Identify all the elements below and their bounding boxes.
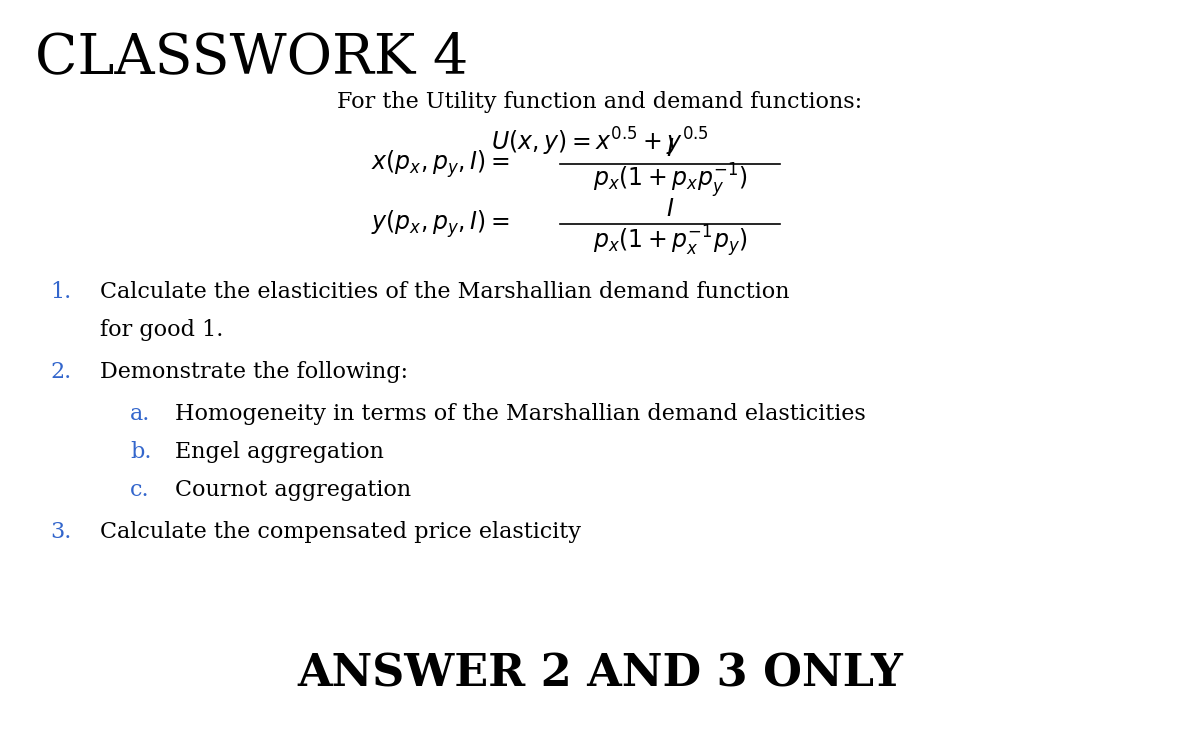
Text: $y(p_x, p_y, I) = $: $y(p_x, p_y, I) = $	[371, 208, 510, 240]
Text: Calculate the elasticities of the Marshallian demand function: Calculate the elasticities of the Marsha…	[100, 281, 790, 303]
Text: Demonstrate the following:: Demonstrate the following:	[100, 361, 408, 383]
Text: $p_x(1 + p_x p_y^{-1})$: $p_x(1 + p_x p_y^{-1})$	[593, 162, 748, 201]
Text: 2.: 2.	[50, 361, 71, 383]
Text: $x(p_x, p_y, I) = $: $x(p_x, p_y, I) = $	[371, 148, 510, 180]
Text: $U(x, y) = x^{0.5} + y^{0.5}$: $U(x, y) = x^{0.5} + y^{0.5}$	[491, 126, 709, 158]
Text: c.: c.	[130, 479, 150, 501]
Text: Calculate the compensated price elasticity: Calculate the compensated price elastici…	[100, 521, 581, 543]
Text: a.: a.	[130, 403, 150, 425]
Text: 3.: 3.	[50, 521, 71, 543]
Text: Homogeneity in terms of the Marshallian demand elasticities: Homogeneity in terms of the Marshallian …	[175, 403, 865, 425]
Text: $I$: $I$	[666, 198, 674, 221]
Text: $I$: $I$	[666, 139, 674, 161]
Text: ANSWER 2 AND 3 ONLY: ANSWER 2 AND 3 ONLY	[298, 653, 902, 695]
Text: $p_x(1 + p_x^{-1}p_y)$: $p_x(1 + p_x^{-1}p_y)$	[593, 223, 748, 259]
Text: For the Utility function and demand functions:: For the Utility function and demand func…	[337, 91, 863, 113]
Text: Engel aggregation: Engel aggregation	[175, 441, 384, 463]
Text: CLASSWORK 4: CLASSWORK 4	[35, 31, 468, 86]
Text: for good 1.: for good 1.	[100, 319, 223, 341]
Text: b.: b.	[130, 441, 151, 463]
Text: Cournot aggregation: Cournot aggregation	[175, 479, 412, 501]
Text: 1.: 1.	[50, 281, 71, 303]
